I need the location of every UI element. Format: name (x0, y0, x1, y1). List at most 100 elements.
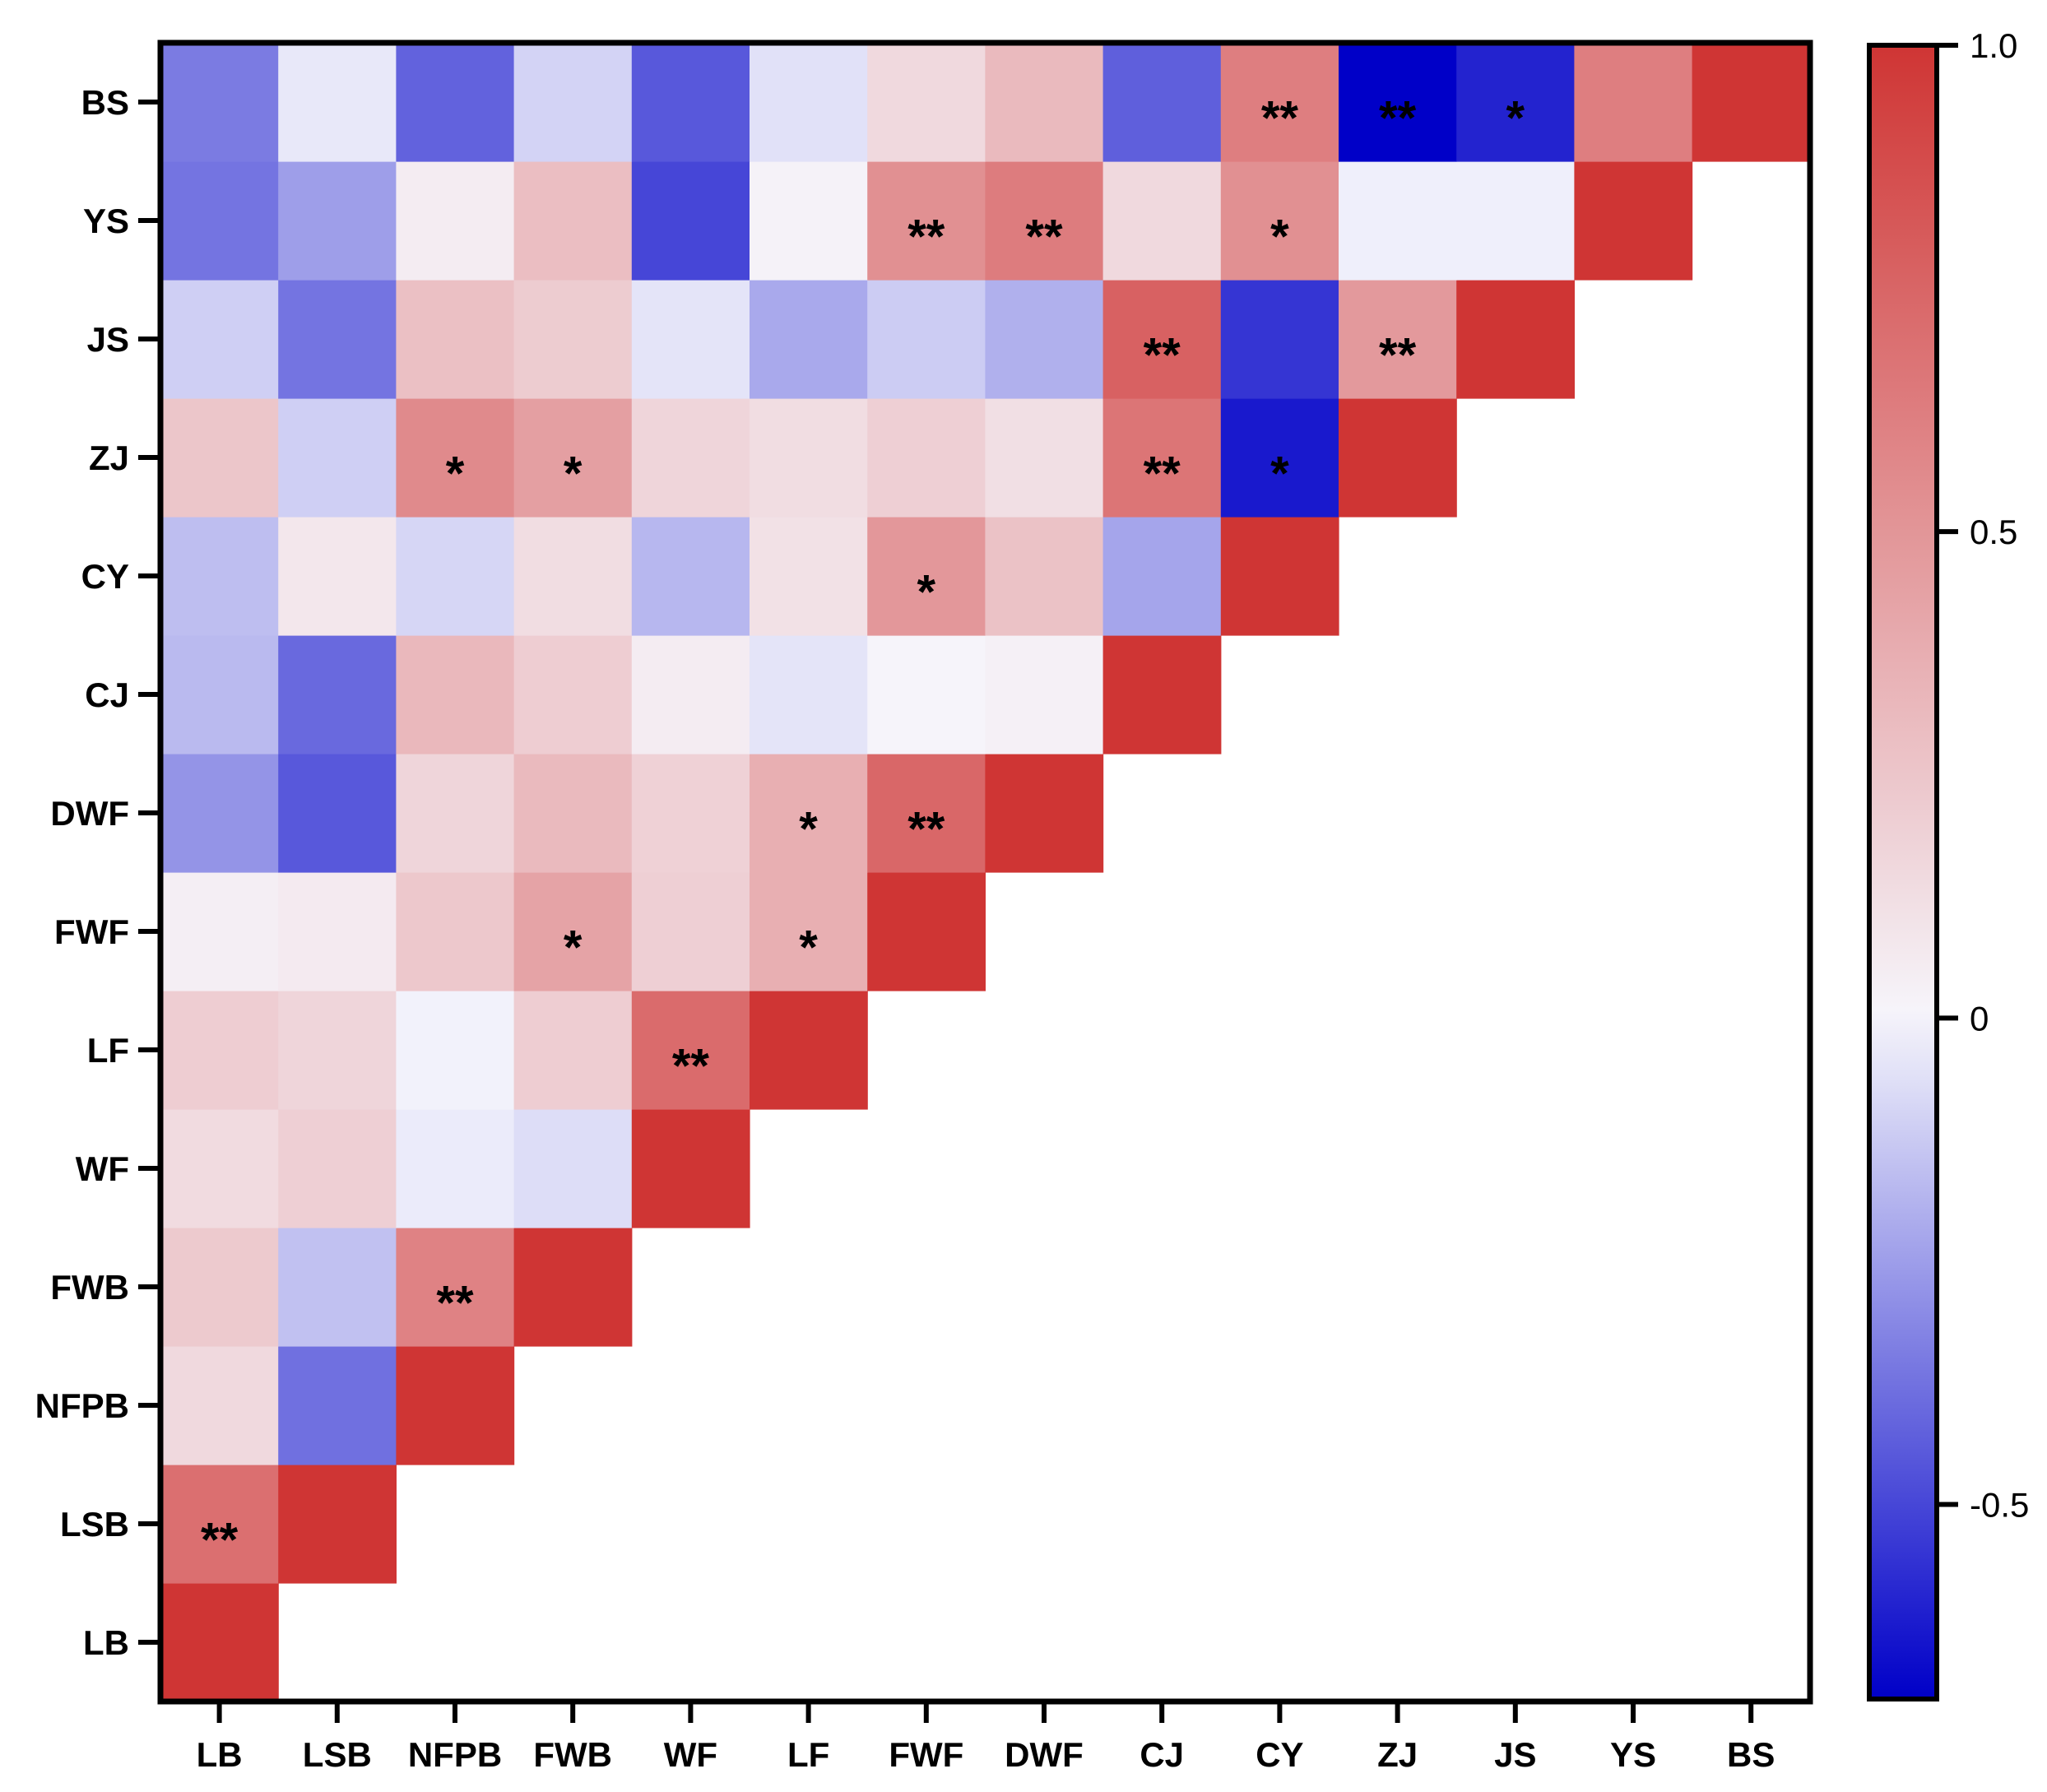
heatmap-cell (1220, 517, 1339, 636)
heatmap-cell (1220, 161, 1339, 281)
heatmap-cell (631, 517, 750, 636)
x-tick-label: NFPB (408, 1735, 502, 1774)
x-tick-label: CJ (1140, 1735, 1184, 1774)
heatmap-cell (160, 280, 279, 399)
heatmap-cell (1574, 43, 1693, 162)
significance-marker: ** (201, 1513, 239, 1567)
heatmap-cell (278, 872, 397, 991)
heatmap-cell (1692, 43, 1811, 162)
heatmap-cell (513, 517, 633, 636)
heatmap-cell (1339, 43, 1457, 162)
heatmap-cell (1456, 280, 1575, 399)
heatmap-cell (160, 635, 279, 754)
heatmap-cell (1220, 43, 1339, 162)
heatmap-cell (750, 635, 868, 754)
heatmap-cell (160, 1583, 279, 1702)
heatmap-cell (396, 1109, 515, 1228)
significance-marker: * (1270, 447, 1289, 500)
significance-marker: * (564, 921, 583, 974)
heatmap-cell (396, 1228, 515, 1347)
x-tick-label: BS (1727, 1735, 1775, 1774)
heatmap-cell (513, 872, 633, 991)
heatmap-cell (396, 635, 515, 754)
heatmap-cell (1339, 161, 1457, 281)
heatmap-cell (160, 1465, 279, 1584)
y-tick-label: DWF (50, 794, 129, 833)
heatmap-cell (750, 280, 868, 399)
y-tick-label: CJ (85, 675, 129, 714)
heatmap-cell (278, 517, 397, 636)
heatmap-cell (1339, 280, 1457, 399)
heatmap-cell (396, 991, 515, 1110)
significance-marker: ** (1144, 447, 1181, 500)
heatmap-cell (631, 43, 750, 162)
significance-marker: ** (672, 1039, 710, 1093)
heatmap-cell (278, 991, 397, 1110)
heatmap-cell (750, 991, 868, 1110)
x-tick-label: LB (197, 1735, 243, 1774)
heatmap-cell (278, 161, 397, 281)
y-tick-label: ZJ (89, 439, 129, 477)
heatmap-cell (396, 754, 515, 873)
heatmap-cell (985, 754, 1104, 873)
x-tick-label: JS (1494, 1735, 1536, 1774)
heatmap-cell (160, 43, 279, 162)
heatmap-cell (513, 754, 633, 873)
x-tick-label: DWF (1005, 1735, 1084, 1774)
heatmap-cell (396, 43, 515, 162)
x-tick-label: LF (787, 1735, 829, 1774)
heatmap-cell (278, 754, 397, 873)
heatmap-cell (1339, 398, 1457, 518)
significance-marker: * (446, 447, 465, 500)
heatmap-cell (1220, 398, 1339, 518)
significance-marker: ** (1379, 91, 1417, 145)
heatmap-cell (1220, 280, 1339, 399)
significance-marker: ** (1025, 210, 1063, 263)
colorbar-ticks: 1.0 0.5 0 -0.5 (1937, 26, 2029, 1525)
y-axis: BS YS JS ZJ CY CJ DWF FWF LF WF FWB NFPB LSB LB (35, 83, 160, 1662)
heatmap-cell (1456, 161, 1575, 281)
significance-marker: ** (1144, 328, 1181, 382)
y-tick-label: BS (81, 83, 129, 122)
significance-marker: ** (436, 1276, 474, 1330)
significance-marker: ** (1379, 328, 1417, 382)
heatmap-cell (160, 161, 279, 281)
y-tick-label: YS (83, 202, 129, 240)
colorbar-gradient (1867, 43, 1939, 1701)
significance-markers: ******* ** **** * ** *** **** ** *** ** * (201, 91, 1525, 1567)
heatmap-cell (1574, 161, 1693, 281)
heatmap-cell (396, 517, 515, 636)
heatmap-cell (160, 1228, 279, 1347)
heatmap-cell (750, 398, 868, 518)
heatmap-cell (985, 43, 1104, 162)
heatmap-cell (985, 398, 1104, 518)
heatmap-cell (513, 1109, 633, 1228)
heatmap-cell (513, 398, 633, 518)
heatmap-cell (631, 991, 750, 1110)
plot-frame (157, 39, 1813, 1705)
y-tick-label: LB (83, 1623, 129, 1662)
heatmap-cell (750, 517, 868, 636)
colorbar: 1.0 0.5 0 -0.5 (1867, 26, 2029, 1701)
heatmap-cell (1102, 398, 1222, 518)
heatmap-cell (160, 754, 279, 873)
heatmap-cell (396, 1346, 515, 1465)
heatmap-cell (1102, 280, 1222, 399)
heatmap-cell (278, 43, 397, 162)
significance-marker: * (1506, 91, 1525, 145)
x-tick-label: ZJ (1377, 1735, 1418, 1774)
heatmap-cell (867, 43, 986, 162)
y-tick-label: FWF (54, 912, 129, 951)
heatmap-cell (750, 161, 868, 281)
x-tick-label: FWF (889, 1735, 963, 1774)
x-tick-label: WF (664, 1735, 717, 1774)
y-tick-label: LSB (60, 1505, 129, 1544)
colorbar-tick-label: 1.0 (1970, 26, 2017, 65)
y-tick-label: LF (87, 1031, 129, 1070)
heatmap-cell (867, 398, 986, 518)
heatmap-cell (160, 517, 279, 636)
heatmap-cell (513, 280, 633, 399)
significance-marker: ** (907, 210, 945, 263)
heatmap-cell (278, 1109, 397, 1228)
x-tick-label: LSB (303, 1735, 372, 1774)
